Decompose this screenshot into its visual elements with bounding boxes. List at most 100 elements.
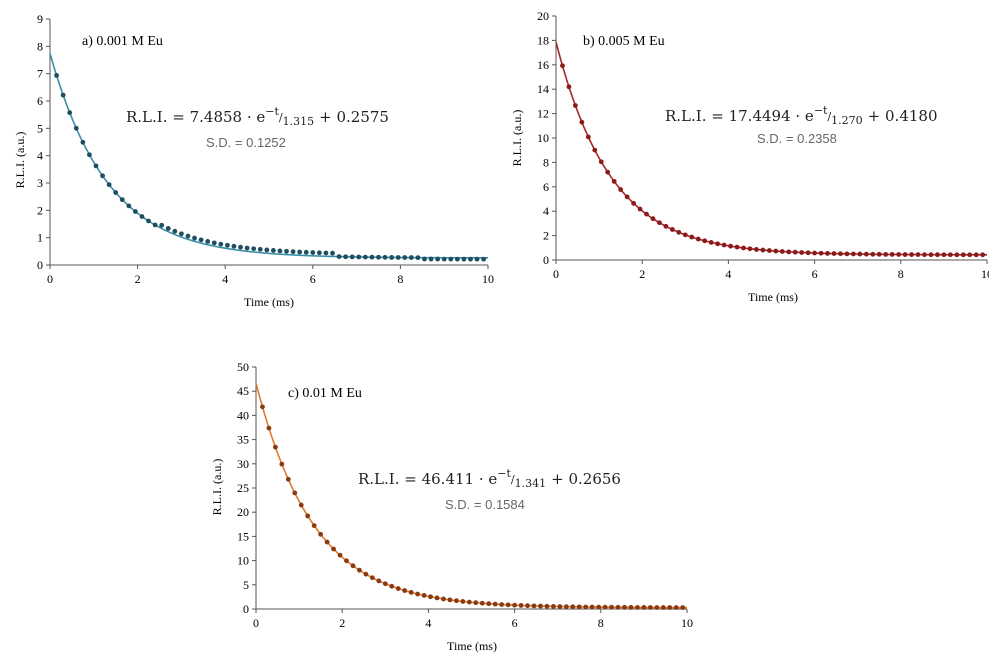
panel-c-data-point bbox=[635, 605, 640, 610]
panel-b-xtick-label: 0 bbox=[553, 267, 559, 281]
panel-a-data-point bbox=[297, 249, 303, 255]
panel-a-eq-exp: −t bbox=[265, 105, 279, 118]
panel-a-ytick-label: 3 bbox=[37, 176, 43, 190]
panel-a-data-point bbox=[382, 254, 388, 260]
panel-b-data-point bbox=[909, 252, 914, 257]
panel-b-ytick-label: 10 bbox=[537, 131, 549, 145]
panel-a-xtick-label: 8 bbox=[397, 272, 403, 286]
panel-a-data-point bbox=[343, 254, 349, 260]
panel-c-ytick-label: 20 bbox=[237, 505, 249, 519]
panel-a: a) 0.001 M Eu R.L.I. (a.u.) Time (ms) R.… bbox=[13, 12, 494, 309]
panel-c-data-point bbox=[512, 602, 517, 608]
panel-c-xtick-label: 2 bbox=[339, 616, 345, 630]
panel-b-data-point bbox=[637, 206, 643, 212]
panel-c-eq-lhs: R.L.I. = 46.411 · e bbox=[358, 470, 497, 488]
panel-b-data-point bbox=[876, 251, 882, 257]
panel-a-data-point bbox=[402, 255, 408, 260]
panel-c-data-point bbox=[369, 575, 375, 581]
panel-c-data-point bbox=[615, 604, 621, 610]
panel-c-data-point bbox=[363, 571, 369, 577]
panel-b-data-point bbox=[844, 251, 850, 257]
panel-a-data-point bbox=[468, 256, 473, 262]
panel-b-data-point bbox=[922, 252, 927, 258]
panel-b-data-point bbox=[915, 252, 921, 258]
panel-a-data-point bbox=[126, 203, 132, 209]
panel-c-data-point bbox=[285, 476, 291, 482]
panel-c-data-point bbox=[492, 601, 498, 607]
panel-b-title: b) 0.005 M Eu bbox=[583, 34, 665, 49]
panel-b-data-point bbox=[618, 187, 624, 192]
panel-b-xtick-label: 10 bbox=[981, 267, 989, 281]
panel-b-data-point bbox=[728, 243, 733, 249]
panel-b-xtick-label: 8 bbox=[898, 267, 904, 281]
panel-b-eq-rhs: + 0.4180 bbox=[868, 107, 938, 125]
panel-b-ytick-label: 0 bbox=[543, 253, 549, 267]
panel-c-data-point bbox=[557, 604, 563, 609]
panel-c-data-point bbox=[479, 600, 485, 606]
panel-c-data-point bbox=[499, 602, 505, 607]
panel-b-data-point bbox=[676, 229, 682, 235]
panel-a-ylabel: R.L.I. (a.u.) bbox=[13, 132, 27, 189]
panel-a-ytick-label: 9 bbox=[37, 12, 43, 26]
panel-b-data-point bbox=[741, 245, 746, 251]
panel-c-data-point bbox=[486, 601, 492, 607]
panel-b-data-point bbox=[792, 249, 798, 255]
panel-c-xtick-label: 0 bbox=[253, 616, 259, 630]
panel-a-data-point bbox=[349, 254, 355, 260]
panel-c-ytick-label: 15 bbox=[237, 529, 249, 543]
panel-c-data-point bbox=[389, 583, 395, 589]
panel-c-ytick-label: 45 bbox=[237, 384, 249, 398]
panel-c-data-point bbox=[680, 605, 686, 610]
panel-a-eq-rhs: + 0.2575 bbox=[319, 108, 389, 126]
panel-a-data-point bbox=[139, 214, 145, 219]
panel-b-data-point bbox=[644, 211, 649, 217]
panel-b-data-point bbox=[799, 250, 805, 255]
panel-b-ytick-label: 2 bbox=[543, 229, 549, 243]
panel-b-data-point bbox=[935, 252, 940, 258]
panel-c-data-point bbox=[622, 604, 627, 610]
panel-a-ytick-label: 0 bbox=[37, 258, 43, 272]
panel-c-data-point bbox=[337, 552, 343, 558]
panel-c-data-point bbox=[602, 604, 608, 610]
panel-c-data-point bbox=[415, 591, 421, 597]
panel-a-data-point bbox=[428, 256, 434, 262]
panel-c-xtick-label: 8 bbox=[598, 616, 604, 630]
panel-a-data-point bbox=[284, 248, 289, 254]
panel-a-data-point bbox=[441, 256, 447, 262]
panel-a-xtick-label: 2 bbox=[135, 272, 141, 286]
panel-a-data-point bbox=[323, 250, 329, 256]
panel-a-data-point bbox=[67, 110, 73, 116]
panel-b-data-point bbox=[786, 249, 792, 255]
panel-b-data-point bbox=[663, 223, 669, 229]
panel-a-data-point bbox=[408, 255, 414, 260]
panel-a-data-point bbox=[395, 255, 401, 260]
panel-c-equation: R.L.I. = 46.411 · e−t/1.341 + 0.2656 bbox=[358, 467, 621, 490]
panel-c-data-point bbox=[609, 604, 614, 610]
panel-c-data-point bbox=[331, 546, 336, 552]
panel-a-data-point bbox=[152, 222, 158, 228]
panel-b-xtick-label: 6 bbox=[812, 267, 818, 281]
panel-a-data-point bbox=[159, 222, 165, 228]
panel-a-data-point bbox=[211, 240, 217, 246]
panel-b-data-point bbox=[598, 159, 604, 165]
panel-a-data-point bbox=[73, 125, 79, 131]
panel-c-eq-exp: −t bbox=[497, 467, 511, 480]
panel-b-xtick-label: 2 bbox=[639, 267, 645, 281]
panel-b-data-point bbox=[779, 249, 785, 254]
panel-b-data-point bbox=[669, 227, 675, 232]
panel-b-data-point bbox=[973, 252, 979, 258]
panel-c-title: c) 0.01 M Eu bbox=[288, 386, 362, 401]
panel-b-data-point bbox=[695, 236, 701, 242]
panel-b-data-point bbox=[773, 248, 779, 254]
panel-a-data-point bbox=[461, 256, 467, 262]
panel-c-data-point bbox=[654, 605, 660, 610]
panel-c-data-point bbox=[260, 404, 265, 410]
panel-a-data-point bbox=[270, 248, 276, 253]
panel-c-data-point bbox=[298, 502, 304, 508]
panel-a-data-point bbox=[106, 182, 112, 188]
panel-b-sd: S.D. = 0.2358 bbox=[757, 131, 837, 146]
panel-b-data-point bbox=[605, 169, 611, 175]
panel-a-xlabel: Time (ms) bbox=[244, 295, 294, 309]
panel-a-data-point bbox=[481, 256, 487, 262]
panel-a-data-point bbox=[448, 256, 454, 262]
